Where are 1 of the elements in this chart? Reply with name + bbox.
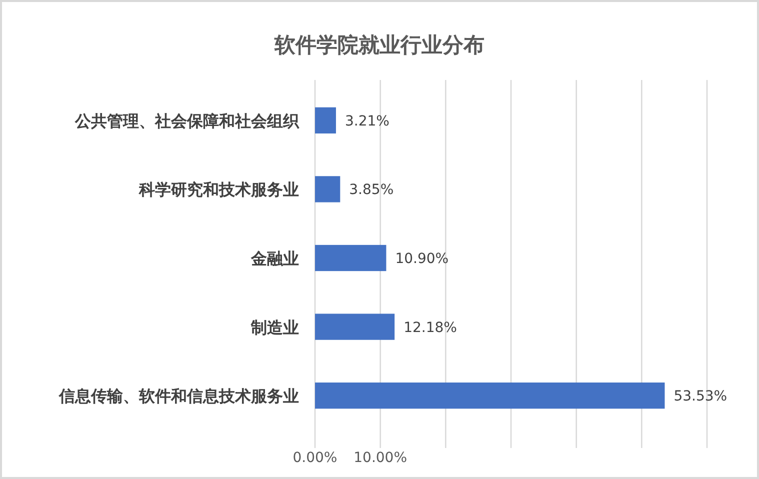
title: 软件学院就业行业分布 (274, 33, 484, 57)
